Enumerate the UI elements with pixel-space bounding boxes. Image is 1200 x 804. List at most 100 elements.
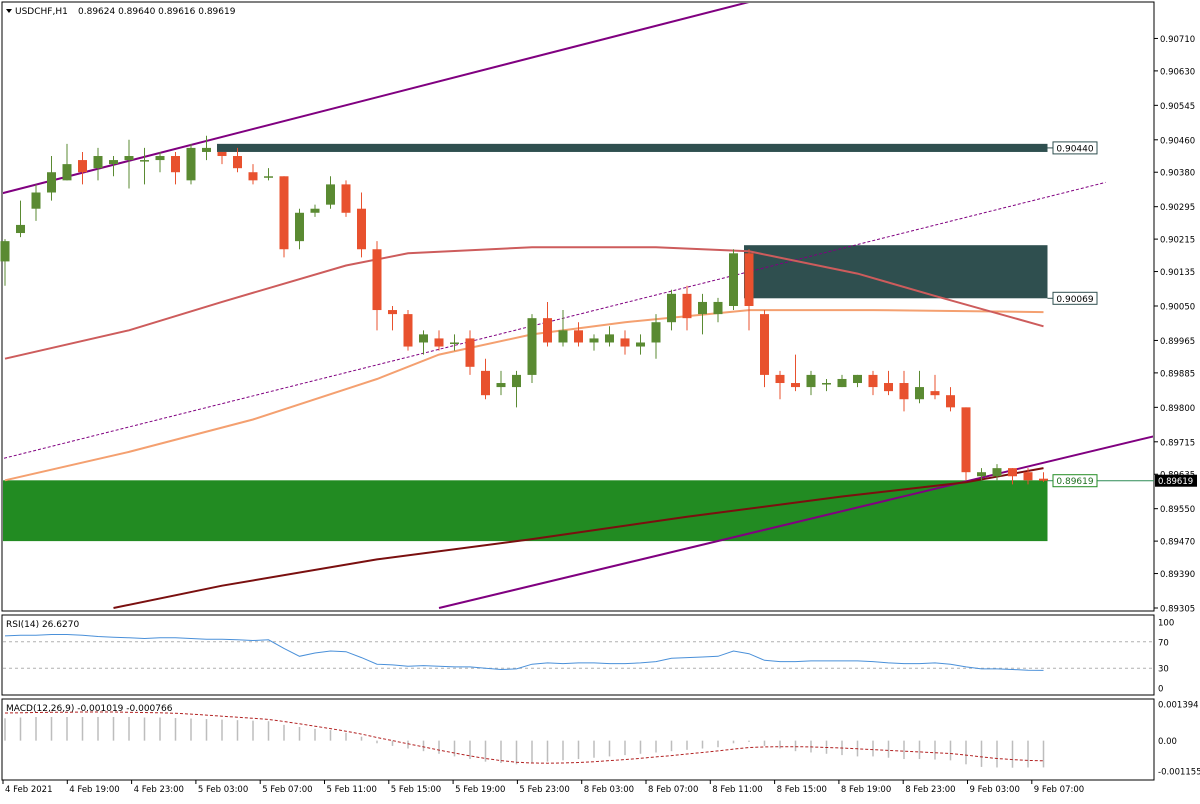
channel-lower-line <box>438 435 1153 609</box>
zone-resistance-band-top <box>217 143 1048 152</box>
candle-body <box>496 383 506 388</box>
candle <box>279 176 289 258</box>
candle-body <box>822 383 831 385</box>
candle <box>884 370 893 396</box>
x-tick-label: 9 Feb 07:00 <box>1034 785 1084 795</box>
moving-average-fast <box>4 309 1044 482</box>
x-tick-label: 4 Feb 2021 <box>5 785 53 795</box>
candle-body <box>558 330 568 343</box>
candle-body <box>109 160 118 165</box>
candle <box>403 310 413 351</box>
symbol-title: USDCHF,H1 <box>15 7 68 17</box>
candle-body <box>868 374 878 388</box>
candle <box>589 334 599 351</box>
candle-body <box>264 176 273 178</box>
candle-body <box>527 318 537 375</box>
candle <box>667 289 676 331</box>
y-tick-label: 0.89305 <box>1160 605 1195 615</box>
candle-body <box>186 147 196 181</box>
zone-support-block <box>3 480 1048 542</box>
candle-body <box>465 338 475 367</box>
candle <box>698 293 707 335</box>
y-tick-label: 0.90630 <box>1160 67 1195 77</box>
candle <box>465 330 475 375</box>
zone-resistance-block <box>744 245 1048 299</box>
candle <box>357 192 366 258</box>
candle-body <box>93 156 103 169</box>
y-tick-label: 0.90135 <box>1160 268 1195 278</box>
level-label-box <box>1052 141 1098 155</box>
candle <box>729 249 738 311</box>
candle-body <box>403 314 413 347</box>
candle <box>140 147 149 185</box>
candle <box>1039 472 1048 482</box>
candle <box>326 176 335 209</box>
candle <box>527 314 537 384</box>
candle-body <box>341 184 351 213</box>
candle-body <box>605 334 614 343</box>
candle <box>186 143 196 185</box>
candle <box>682 285 692 331</box>
candle <box>915 370 924 404</box>
x-tick-label: 8 Feb 07:00 <box>648 785 698 795</box>
moving-average-mid <box>4 246 1044 360</box>
candle <box>341 180 351 217</box>
candle-body <box>667 293 676 323</box>
candle <box>171 151 180 185</box>
x-tick-label: 5 Feb 15:00 <box>391 785 441 795</box>
candle-body <box>589 338 599 343</box>
level-label-text: 0.89619 <box>1056 477 1093 487</box>
candle-body <box>574 330 583 343</box>
candle <box>822 378 831 392</box>
candle-body <box>248 172 258 181</box>
candle-body <box>310 208 320 213</box>
candle-body <box>16 224 25 234</box>
candle <box>217 151 227 165</box>
y-tick-label: 0.89800 <box>1160 404 1195 414</box>
candle-body <box>961 407 971 473</box>
candle <box>202 135 211 161</box>
candle <box>1008 468 1017 485</box>
x-tick-label: 5 Feb 23:00 <box>519 785 569 795</box>
candle-body <box>806 374 816 388</box>
candle <box>961 407 971 481</box>
candle <box>837 374 847 388</box>
candle <box>636 334 645 355</box>
candle-body <box>450 342 459 344</box>
x-tick-label: 8 Feb 15:00 <box>777 785 827 795</box>
candle-body <box>202 147 211 152</box>
candle-body <box>155 156 165 161</box>
x-tick-label: 9 Feb 03:00 <box>970 785 1020 795</box>
candle-body <box>279 176 289 250</box>
candle <box>558 310 568 347</box>
candle-body <box>682 293 692 319</box>
candle <box>248 164 258 185</box>
candle-body <box>233 156 242 169</box>
candle-body <box>713 301 723 315</box>
candle-body <box>0 241 10 262</box>
candle-body <box>217 151 227 157</box>
symbol-dropdown-icon[interactable] <box>6 9 12 13</box>
y-tick-label: 0.89885 <box>1160 369 1195 379</box>
candle <box>791 354 800 392</box>
rsi-axis-label: 100 <box>1158 619 1174 629</box>
candle <box>419 330 428 355</box>
ohlc-readout: 0.89624 0.89640 0.89616 0.89619 <box>78 7 236 17</box>
rsi-label: RSI(14) 26.6270 <box>6 620 79 630</box>
candle-body <box>295 212 304 242</box>
candle-body <box>651 322 661 343</box>
candle <box>713 297 723 323</box>
candle <box>992 464 1002 481</box>
candle <box>372 241 382 331</box>
candle <box>16 200 25 238</box>
candle <box>481 358 490 400</box>
candle-body <box>140 160 149 162</box>
macd-axis-label: 0.00 <box>1158 737 1177 747</box>
candle <box>868 370 878 396</box>
candle <box>233 147 242 173</box>
candle-body <box>977 472 986 477</box>
candle <box>310 204 320 217</box>
candle-body <box>1008 468 1017 477</box>
